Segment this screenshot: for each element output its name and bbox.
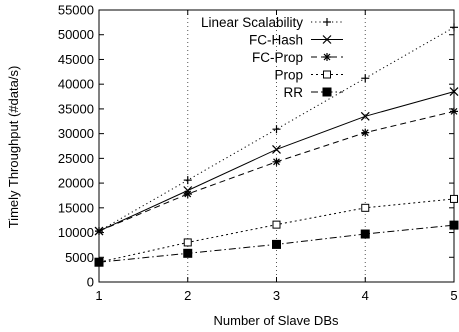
y-tick-label: 35000 bbox=[58, 101, 94, 116]
data-point bbox=[183, 189, 192, 198]
data-point bbox=[183, 176, 192, 185]
x-tick-label: 4 bbox=[362, 288, 369, 303]
x-tick-label: 3 bbox=[273, 288, 280, 303]
series-fc-prop bbox=[95, 107, 458, 236]
legend-item: RR bbox=[284, 85, 343, 100]
legend-marker bbox=[322, 87, 332, 97]
data-point bbox=[360, 111, 370, 121]
data-point bbox=[361, 128, 370, 137]
series-group bbox=[94, 23, 459, 267]
data-point bbox=[450, 107, 458, 116]
x-tick-label: 2 bbox=[184, 288, 191, 303]
axes: 0 5000 10000 15000 20000 25000 30000 35000 40000… bbox=[58, 3, 458, 304]
y-tick-label: 30000 bbox=[58, 126, 94, 141]
legend-item: FC-Prop bbox=[252, 50, 343, 65]
legend-marker bbox=[323, 53, 331, 61]
data-point bbox=[272, 157, 281, 166]
data-point bbox=[361, 74, 370, 83]
y-tick-label: 15000 bbox=[58, 200, 94, 215]
data-point bbox=[360, 229, 370, 239]
series-prop bbox=[95, 194, 458, 267]
data-point bbox=[95, 227, 103, 236]
legend-label: FC-Prop bbox=[252, 50, 303, 65]
legend-label: FC-Hash bbox=[249, 33, 303, 48]
series-rr bbox=[94, 220, 459, 267]
grid-lines bbox=[187, 10, 366, 282]
x-tick-label: 5 bbox=[450, 288, 457, 303]
y-tick-label: 55000 bbox=[58, 3, 94, 18]
y-tick-label: 20000 bbox=[58, 176, 94, 191]
y-tick-label: 40000 bbox=[58, 77, 94, 92]
data-point bbox=[449, 220, 459, 230]
legend-marker bbox=[323, 18, 331, 26]
legend-label: Linear Scalability bbox=[201, 15, 303, 30]
y-axis-label: Timely Throughput (#data/s) bbox=[6, 66, 21, 229]
legend-marker bbox=[323, 70, 331, 79]
data-point bbox=[449, 87, 459, 97]
legend-label: Prop bbox=[274, 68, 303, 83]
data-point bbox=[272, 125, 281, 134]
y-tick-label: 50000 bbox=[58, 27, 94, 42]
data-point bbox=[183, 238, 192, 247]
data-point bbox=[272, 239, 281, 249]
y-tick-label: 25000 bbox=[58, 151, 94, 166]
y-tick-label: 5000 bbox=[65, 250, 94, 265]
data-point bbox=[183, 248, 193, 258]
data-point bbox=[450, 23, 458, 32]
series-line bbox=[98, 26, 455, 232]
x-axis-label: Number of Slave DBs bbox=[214, 313, 339, 328]
y-tick-label: 45000 bbox=[58, 52, 94, 67]
data-point bbox=[94, 257, 104, 267]
data-point bbox=[272, 145, 281, 154]
legend-item: Prop bbox=[274, 68, 343, 83]
legend-item: FC-Hash bbox=[249, 33, 343, 48]
data-point bbox=[272, 220, 281, 229]
legend-item: Linear Scalability bbox=[201, 15, 343, 30]
y-tick-label: 0 bbox=[87, 275, 94, 290]
y-tick-label: 10000 bbox=[58, 225, 94, 240]
legend-marker bbox=[322, 35, 332, 44]
data-point bbox=[361, 203, 370, 212]
x-tick-label: 1 bbox=[95, 288, 102, 303]
data-point bbox=[450, 194, 458, 203]
legend-label: RR bbox=[284, 85, 304, 100]
legend: Linear Scalability FC-Hash FC-Prop Prop RR bbox=[201, 15, 343, 100]
